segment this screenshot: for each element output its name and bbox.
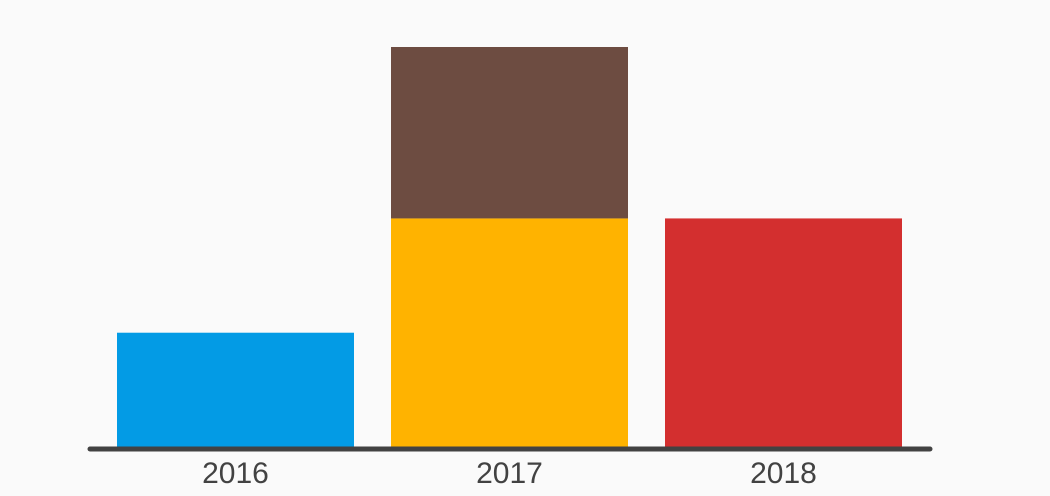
- x-tick-label-2018: 2018: [750, 457, 817, 490]
- bar-2016-segment-1: [117, 332, 354, 447]
- x-tick-label-2017: 2017: [476, 457, 543, 490]
- x-tick-label-2016: 2016: [202, 457, 269, 490]
- bars-group: [117, 47, 902, 447]
- x-tick-labels: 2016 2017 2018: [202, 457, 817, 490]
- bar-2017-segment-1: [391, 218, 628, 447]
- bar-2017-segment-2: [391, 47, 628, 219]
- bar-2018-segment-1: [665, 218, 902, 447]
